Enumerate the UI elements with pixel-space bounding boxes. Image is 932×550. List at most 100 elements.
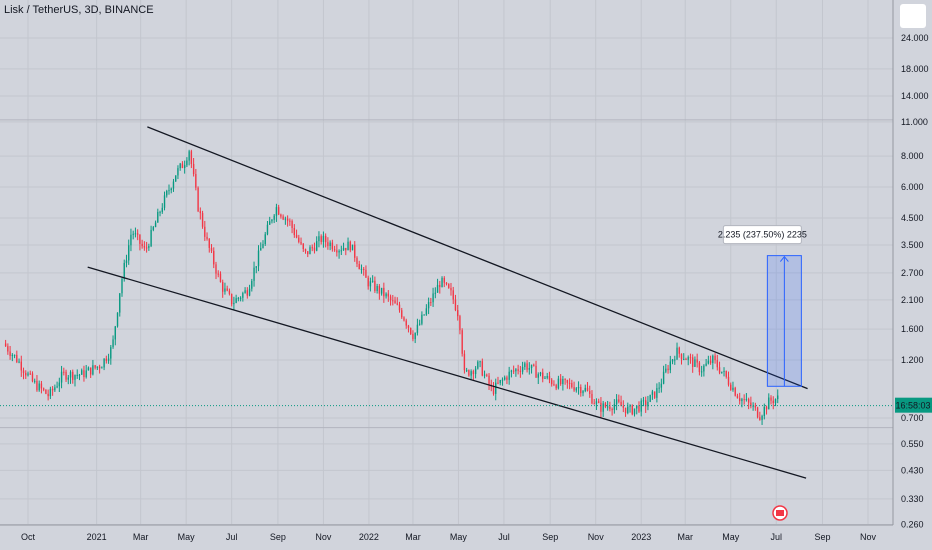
candle-body — [685, 359, 687, 361]
candle-body — [383, 287, 385, 297]
candle-body — [472, 371, 475, 375]
candle-body — [121, 278, 123, 294]
candle-body — [110, 347, 112, 359]
time-tick-label: Nov — [860, 532, 877, 542]
candle-body — [613, 404, 616, 410]
candle-body — [157, 211, 159, 223]
candle-body — [394, 300, 396, 304]
candle-body — [629, 405, 631, 407]
price-tick-label: 2.100 — [901, 295, 924, 305]
candle-body — [264, 234, 266, 245]
candle-body — [85, 370, 87, 378]
candle-body — [199, 211, 202, 214]
candle-body — [170, 188, 172, 191]
candle-body — [233, 302, 235, 305]
candle-body — [548, 376, 551, 380]
candle-body — [208, 238, 210, 248]
candle-body — [266, 224, 269, 235]
candle-body — [633, 408, 636, 415]
candle-body — [338, 250, 340, 253]
candle-body — [445, 282, 448, 285]
candle-body — [136, 233, 139, 235]
candle-body — [385, 293, 387, 297]
candle-body — [172, 181, 175, 189]
candle-body — [602, 403, 604, 412]
candle-body — [11, 354, 14, 356]
candle-body — [763, 406, 765, 417]
candle-body — [416, 324, 419, 333]
candle-body — [474, 368, 477, 375]
candle-body — [691, 357, 694, 367]
candle-body — [544, 377, 546, 379]
candle-body — [161, 207, 163, 212]
candle-body — [49, 388, 52, 397]
candle-body — [510, 370, 513, 372]
candle-body — [349, 241, 351, 251]
measure-label-box — [722, 225, 802, 245]
candle-body — [546, 376, 548, 378]
candle-body — [13, 354, 16, 356]
candle-body — [389, 296, 392, 301]
price-tick-label: 8.000 — [901, 151, 924, 161]
time-tick-label: Mar — [677, 532, 693, 542]
time-tick-label: Jul — [498, 532, 510, 542]
candle-body — [351, 244, 354, 251]
time-tick-label: 2021 — [87, 532, 107, 542]
candle-body — [660, 383, 663, 388]
candle-body — [580, 387, 582, 394]
candle-body — [269, 221, 271, 225]
candle-body — [584, 387, 586, 391]
trendline-upper[interactable] — [147, 126, 808, 390]
candle-body — [369, 281, 372, 287]
candle-body — [307, 251, 309, 255]
candle-body — [671, 359, 674, 362]
time-tick-label: Sep — [270, 532, 286, 542]
candle-body — [72, 371, 74, 380]
candle-body — [401, 310, 403, 318]
candle-body — [311, 247, 313, 249]
candle-body — [506, 377, 508, 380]
candle-body — [418, 323, 421, 325]
event-flag-icon-inner — [776, 510, 784, 516]
price-tick-label: 24.000 — [901, 33, 929, 43]
candle-body — [709, 360, 712, 364]
time-tick-label: Nov — [588, 532, 605, 542]
candle-body — [65, 371, 67, 380]
candle-body — [577, 387, 580, 389]
candle-body — [286, 218, 289, 221]
candle-body — [575, 388, 578, 391]
candle-body — [647, 401, 649, 407]
candle-body — [665, 368, 667, 372]
candle-body — [360, 268, 363, 270]
candle-body — [186, 160, 188, 166]
candle-body — [721, 371, 723, 373]
candle-body — [322, 235, 325, 242]
candle-body — [105, 358, 108, 361]
candle-body — [562, 378, 564, 385]
candle-body — [116, 312, 119, 327]
candle-body — [535, 365, 537, 378]
candle-body — [441, 277, 443, 288]
candle-body — [459, 316, 461, 331]
candle-body — [392, 300, 394, 302]
candle-body — [436, 284, 439, 293]
trendline-lower[interactable] — [87, 266, 807, 479]
candle-body — [627, 406, 629, 414]
candle-body — [81, 370, 83, 375]
candle-body — [152, 227, 155, 230]
candle-body — [407, 325, 410, 328]
candle-body — [662, 371, 665, 384]
candle-body — [539, 372, 542, 375]
candle-body — [768, 397, 770, 410]
candle-body — [188, 151, 190, 161]
price-tag-box — [895, 397, 932, 413]
candle-body — [537, 374, 539, 378]
time-tick-label: Jul — [770, 532, 782, 542]
candle-body — [363, 268, 365, 270]
candle-body — [45, 389, 47, 394]
candle-body — [210, 247, 213, 251]
candle-body — [336, 250, 338, 253]
settings-box[interactable] — [900, 4, 926, 28]
